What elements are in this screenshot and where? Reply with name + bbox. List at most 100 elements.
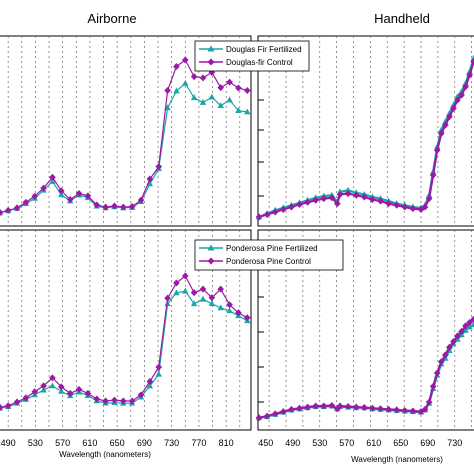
- data-point-handheld-top-1-25: [433, 146, 441, 154]
- data-point-handheld-bottom-1-0: [255, 414, 263, 422]
- airborne-x-axis-label: Wavelength (nanometers): [59, 450, 151, 459]
- data-point-airborne-bottom-1-5: [40, 382, 47, 390]
- data-point-airborne-top-1-21: [181, 56, 189, 64]
- data-point-handheld-bottom-1-29: [450, 338, 457, 346]
- data-point-handheld-top-1-3: [280, 205, 287, 213]
- data-point-airborne-top-1-5: [40, 184, 47, 192]
- data-point-handheld-bottom-1-34: [470, 315, 474, 323]
- data-point-handheld-bottom-1-2: [271, 410, 279, 418]
- data-point-airborne-bottom-0-23: [199, 295, 207, 302]
- x-tick-label-handheld-7: 730: [447, 438, 462, 448]
- data-point-airborne-top-0-22: [190, 94, 198, 101]
- data-point-handheld-bottom-1-22: [421, 405, 429, 413]
- data-point-airborne-top-1-9: [75, 190, 83, 198]
- data-point-airborne-bottom-1-14: [119, 397, 127, 405]
- panel-handheld-top: [257, 35, 474, 227]
- data-point-airborne-top-1-8: [66, 196, 74, 204]
- x-tick-label-airborne-1: 530: [28, 438, 43, 448]
- legend-bottom-box: [194, 239, 344, 271]
- data-point-airborne-bottom-0-22: [190, 300, 198, 307]
- data-point-airborne-top-1-12: [102, 203, 109, 211]
- data-point-handheld-top-1-24: [429, 171, 437, 179]
- data-point-handheld-bottom-1-23: [425, 398, 433, 406]
- data-point-airborne-top-0-6: [49, 178, 56, 184]
- data-point-handheld-bottom-1-31: [458, 328, 465, 336]
- data-point-handheld-top-1-9: [328, 194, 336, 202]
- data-point-airborne-top-1-20: [173, 62, 180, 70]
- series-line-handheld-top-1: [258, 61, 474, 219]
- series-line-handheld-bottom-0: [258, 323, 474, 419]
- data-point-handheld-bottom-1-10: [334, 405, 341, 413]
- data-point-airborne-top-1-22: [190, 73, 198, 81]
- data-point-handheld-bottom-1-12: [344, 403, 352, 411]
- x-tick-label-airborne-3: 610: [82, 438, 97, 448]
- panel-airborne-top: [0, 35, 252, 227]
- legend-top-marker-1: [207, 45, 215, 52]
- legend-top-label-1: Douglas Fir Fertilized: [226, 45, 302, 54]
- x-tick-label-handheld-3: 570: [339, 438, 354, 448]
- data-point-airborne-top-1-27: [235, 84, 242, 92]
- data-point-handheld-bottom-1-19: [401, 406, 409, 414]
- data-point-handheld-bottom-1-16: [377, 405, 384, 413]
- data-point-handheld-top-1-18: [393, 201, 400, 209]
- data-point-handheld-top-1-6: [304, 198, 311, 206]
- data-point-handheld-bottom-1-18: [393, 406, 400, 414]
- series-line-airborne-top-1: [0, 59, 248, 214]
- data-point-handheld-bottom-1-32: [462, 322, 469, 330]
- data-point-handheld-top-1-12: [344, 190, 352, 198]
- data-point-airborne-top-1-11: [93, 201, 101, 209]
- data-point-airborne-bottom-1-4: [31, 388, 39, 396]
- data-point-handheld-bottom-1-26: [437, 358, 445, 366]
- data-point-airborne-bottom-1-21: [181, 272, 189, 280]
- data-point-airborne-bottom-1-9: [75, 385, 83, 393]
- data-point-airborne-top-0-17: [146, 180, 154, 187]
- data-point-handheld-bottom-1-9: [328, 401, 336, 409]
- x-tick-label-airborne-8: 810: [219, 438, 234, 448]
- data-point-airborne-bottom-1-16: [137, 391, 145, 399]
- data-point-airborne-top-1-6: [49, 173, 56, 181]
- legend-bottom-label-2: Ponderosa Pine Control: [226, 257, 311, 266]
- x-tick-label-airborne-4: 650: [110, 438, 125, 448]
- data-point-handheld-top-1-31: [458, 91, 465, 99]
- data-point-airborne-bottom-0-25: [217, 304, 224, 311]
- data-point-airborne-bottom-1-22: [190, 289, 198, 297]
- data-point-handheld-top-1-8: [320, 195, 328, 203]
- data-point-airborne-top-1-10: [84, 192, 92, 200]
- data-point-handheld-top-1-5: [296, 200, 303, 208]
- data-point-handheld-bottom-1-14: [361, 403, 368, 411]
- data-point-handheld-bottom-1-3: [280, 408, 287, 416]
- data-point-handheld-bottom-1-15: [369, 404, 376, 412]
- handheld-x-axis-label: Wavelength (nanometers): [351, 455, 443, 464]
- data-point-handheld-top-1-27: [442, 121, 449, 129]
- data-point-airborne-top-1-14: [119, 203, 127, 211]
- data-point-handheld-top-1-19: [401, 203, 409, 211]
- data-point-handheld-top-1-28: [446, 113, 453, 121]
- data-point-handheld-top-1-14: [361, 193, 368, 201]
- data-point-airborne-top-1-18: [155, 163, 163, 171]
- data-point-airborne-bottom-1-15: [128, 397, 136, 405]
- data-point-handheld-top-1-34: [470, 58, 474, 66]
- x-tick-label-airborne-5: 690: [137, 438, 152, 448]
- data-point-airborne-top-1-24: [208, 68, 216, 76]
- panel-airborne-bottom: [0, 229, 252, 431]
- data-point-airborne-top-1-26: [226, 78, 233, 86]
- data-point-handheld-bottom-1-25: [433, 369, 441, 377]
- data-point-airborne-bottom-0-7: [58, 387, 65, 394]
- data-point-airborne-top-1-23: [199, 74, 207, 82]
- data-point-airborne-top-1-28: [243, 86, 251, 94]
- data-point-airborne-top-1-13: [111, 202, 118, 210]
- data-point-airborne-top-1-0: [0, 208, 4, 216]
- data-point-airborne-top-0-21: [182, 79, 189, 86]
- legend-top: Douglas Fir Fertilized Douglas-fir Contr…: [194, 40, 310, 72]
- data-point-handheld-top-1-32: [462, 83, 469, 91]
- data-point-handheld-bottom-1-6: [304, 403, 311, 411]
- data-point-airborne-bottom-1-18: [155, 363, 163, 371]
- data-point-airborne-top-0-25: [217, 102, 224, 109]
- data-point-airborne-bottom-0-20: [173, 289, 180, 296]
- legend-bottom-marker-1: [207, 244, 215, 251]
- data-point-handheld-top-1-26: [437, 129, 445, 137]
- data-point-handheld-bottom-1-8: [320, 402, 328, 410]
- data-point-airborne-top-1-15: [128, 202, 136, 210]
- data-point-handheld-bottom-1-33: [466, 319, 473, 327]
- data-point-airborne-bottom-1-28: [243, 314, 251, 322]
